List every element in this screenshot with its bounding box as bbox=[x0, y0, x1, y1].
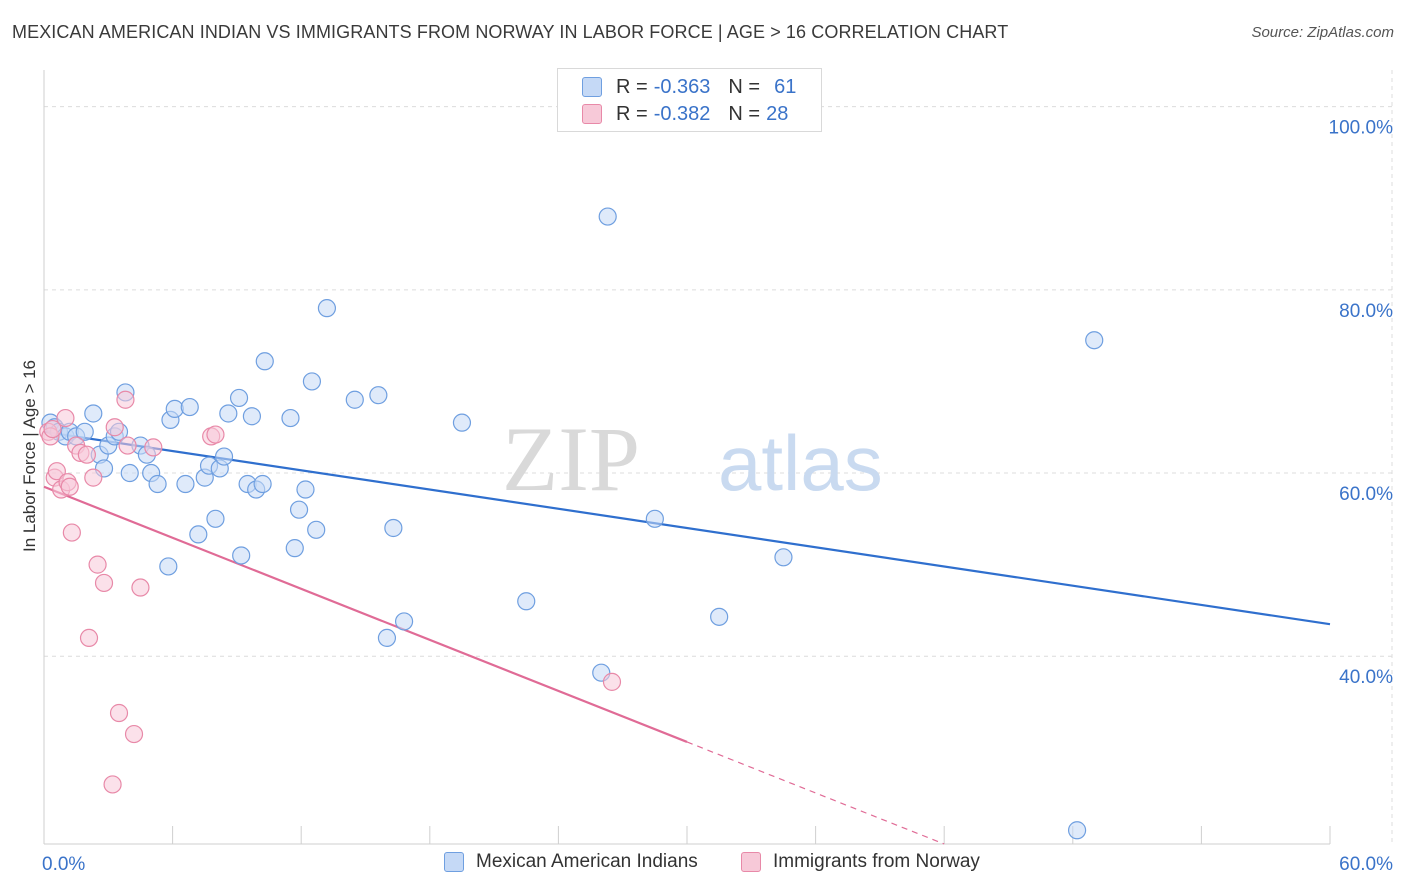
watermark-zip: ZIP bbox=[502, 408, 640, 510]
series-legend-label: Mexican American Indians bbox=[476, 851, 698, 872]
legend-n-value: 61 bbox=[774, 75, 797, 98]
point-mexican-american-indians bbox=[384, 518, 403, 538]
stats-legend-row-blue: R = -0.363 N = 61 bbox=[582, 75, 796, 99]
point-mexican-american-indians bbox=[242, 407, 262, 426]
legend-n-value: 28 bbox=[766, 102, 789, 125]
watermark: ZIP atlas bbox=[502, 408, 883, 510]
point-immigrants-from-norway bbox=[144, 438, 163, 457]
trend-line-pink bbox=[43, 485, 688, 743]
point-mexican-american-indians bbox=[289, 500, 309, 519]
y-tick-label: 80.0% bbox=[1339, 301, 1393, 322]
point-mexican-american-indians bbox=[394, 612, 414, 631]
point-mexican-american-indians bbox=[598, 207, 617, 226]
point-mexican-american-indians bbox=[120, 463, 139, 483]
trend-lines bbox=[43, 430, 1331, 845]
point-mexican-american-indians bbox=[296, 480, 315, 499]
point-immigrants-from-norway bbox=[47, 462, 66, 481]
point-mexican-american-indians bbox=[645, 509, 664, 528]
point-immigrants-from-norway bbox=[118, 436, 137, 455]
legend-r-label: R = bbox=[616, 75, 648, 98]
point-immigrants-from-norway bbox=[94, 573, 114, 593]
legend-r-value: -0.382 bbox=[653, 102, 711, 125]
point-immigrants-from-norway bbox=[206, 425, 225, 444]
trend-line-pink-extension bbox=[686, 741, 945, 845]
legend-r-value: -0.363 bbox=[653, 75, 711, 98]
point-mexican-american-indians bbox=[165, 399, 184, 419]
point-mexican-american-indians bbox=[377, 628, 397, 648]
point-immigrants-from-norway bbox=[131, 578, 150, 597]
x-tick-label-min: 0.0% bbox=[42, 854, 85, 875]
series-legend-item-immigrants-from-norway: Immigrants from Norway bbox=[741, 851, 980, 873]
watermark-atlas: atlas bbox=[718, 419, 883, 507]
axes bbox=[43, 70, 1331, 845]
point-mexican-american-indians bbox=[253, 474, 272, 494]
point-mexican-american-indians bbox=[710, 607, 729, 626]
legend-swatch-blue bbox=[582, 77, 602, 97]
point-immigrants-from-norway bbox=[103, 775, 122, 794]
point-immigrants-from-norway bbox=[109, 703, 129, 723]
point-immigrants-from-norway bbox=[77, 445, 96, 464]
point-immigrants-from-norway bbox=[124, 724, 144, 744]
point-mexican-american-indians bbox=[180, 397, 199, 417]
point-mexican-american-indians bbox=[1067, 821, 1087, 840]
y-tick-label: 100.0% bbox=[1329, 118, 1394, 139]
point-mexican-american-indians bbox=[219, 404, 238, 423]
series-swatch-pink bbox=[741, 852, 761, 872]
legend-r-label: R = bbox=[616, 102, 648, 125]
gridlines bbox=[44, 70, 1393, 844]
series-legend-label: Immigrants from Norway bbox=[773, 851, 980, 872]
trend-line-blue bbox=[43, 430, 1331, 626]
point-mexican-american-indians bbox=[232, 546, 251, 565]
point-immigrants-from-norway bbox=[79, 628, 99, 648]
tick-labels: 40.0% 60.0% 80.0% 100.0% 0.0% 60.0% bbox=[42, 118, 1393, 875]
point-immigrants-from-norway bbox=[84, 468, 103, 487]
x-tick-label-max: 60.0% bbox=[1339, 854, 1393, 875]
point-immigrants-from-norway bbox=[602, 672, 622, 691]
chart-title: MEXICAN AMERICAN INDIAN VS IMMIGRANTS FR… bbox=[12, 22, 1009, 42]
point-mexican-american-indians bbox=[214, 447, 234, 466]
stats-legend: R = -0.363 N = 61 R = -0.382 N = 28 bbox=[557, 68, 822, 132]
point-immigrants-from-norway bbox=[56, 408, 75, 428]
point-mexican-american-indians bbox=[285, 539, 304, 558]
stats-legend-row-pink: R = -0.382 N = 28 bbox=[582, 102, 788, 126]
point-immigrants-from-norway bbox=[105, 418, 124, 437]
point-immigrants-from-norway bbox=[62, 523, 81, 542]
data-points bbox=[39, 207, 1104, 840]
legend-swatch-pink bbox=[582, 104, 602, 124]
point-mexican-american-indians bbox=[281, 408, 300, 428]
legend-n-label: N = bbox=[728, 75, 761, 98]
y-axis-label: In Labor Force | Age > 16 bbox=[20, 359, 39, 553]
point-mexican-american-indians bbox=[159, 557, 178, 576]
point-immigrants-from-norway bbox=[116, 390, 135, 409]
series-legend: Mexican American Indians Immigrants from… bbox=[0, 851, 1406, 879]
point-mexican-american-indians bbox=[255, 352, 274, 371]
point-mexican-american-indians bbox=[1085, 331, 1104, 350]
series-legend-item-mexican-american-indians: Mexican American Indians bbox=[444, 851, 698, 873]
chart-source: Source: ZipAtlas.com bbox=[1251, 24, 1394, 41]
point-mexican-american-indians bbox=[369, 386, 388, 405]
point-mexican-american-indians bbox=[307, 520, 326, 539]
point-mexican-american-indians bbox=[176, 474, 195, 494]
point-mexican-american-indians bbox=[517, 592, 536, 611]
point-mexican-american-indians bbox=[229, 388, 249, 408]
point-immigrants-from-norway bbox=[88, 555, 107, 574]
point-immigrants-from-norway bbox=[43, 419, 62, 439]
point-mexican-american-indians bbox=[84, 404, 103, 423]
point-mexican-american-indians bbox=[302, 372, 322, 391]
point-mexican-american-indians bbox=[189, 525, 208, 544]
point-mexican-american-indians bbox=[317, 299, 337, 318]
y-tick-label: 40.0% bbox=[1339, 667, 1393, 688]
legend-n-label: N = bbox=[728, 102, 761, 125]
series-swatch-blue bbox=[444, 852, 464, 872]
y-tick-label: 60.0% bbox=[1339, 484, 1393, 505]
point-mexican-american-indians bbox=[774, 548, 793, 567]
point-mexican-american-indians bbox=[452, 413, 472, 432]
point-immigrants-from-norway bbox=[60, 477, 79, 496]
point-mexican-american-indians bbox=[75, 422, 94, 441]
point-mexican-american-indians bbox=[206, 509, 225, 528]
point-mexican-american-indians bbox=[345, 390, 364, 409]
point-mexican-american-indians bbox=[148, 474, 167, 494]
